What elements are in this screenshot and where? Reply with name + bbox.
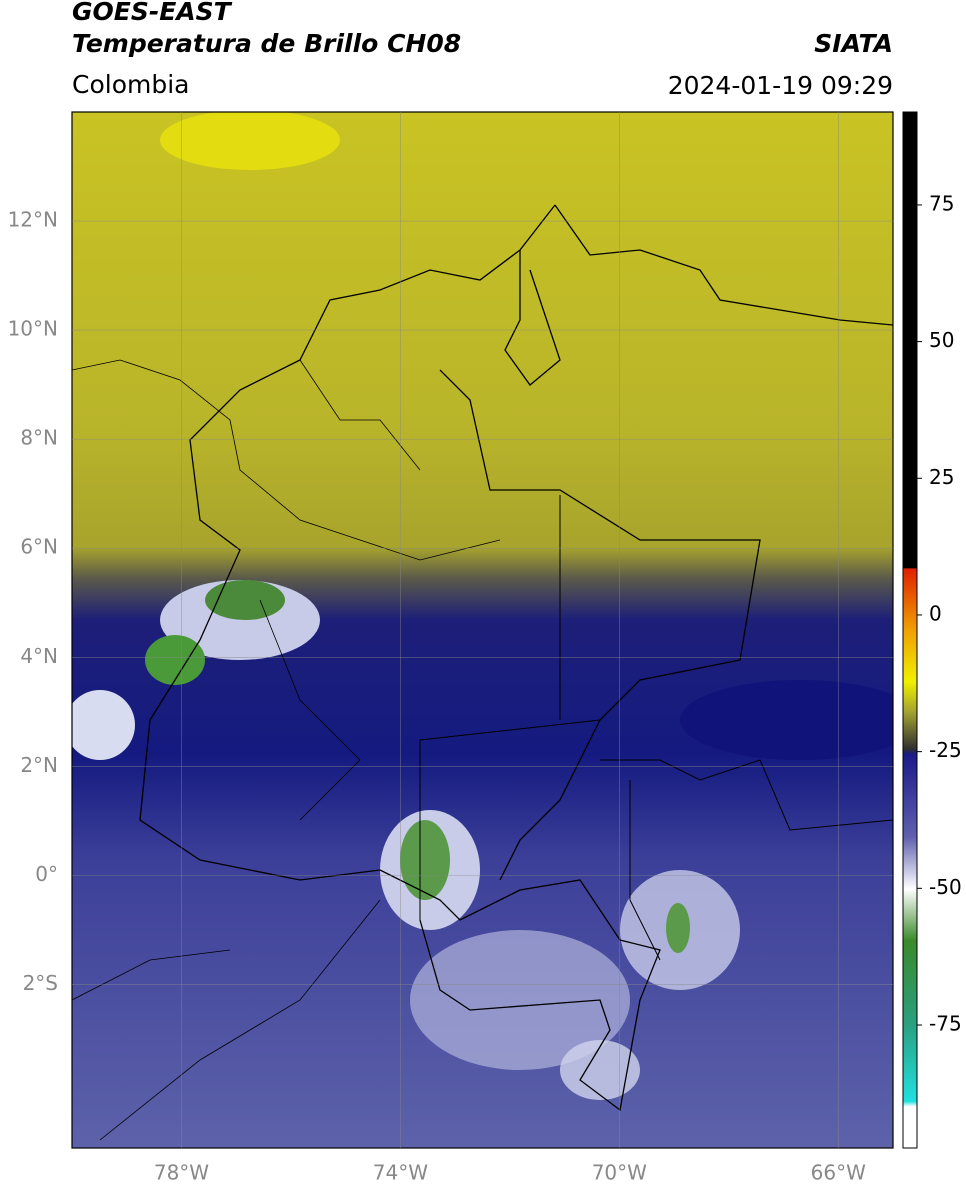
colorbar-tick-label: 75: [929, 191, 954, 215]
cloud-warm: [160, 112, 340, 170]
colorbar-tick-label: -25: [929, 738, 962, 762]
lat-tick-label: 6°N: [20, 535, 58, 559]
product: Temperatura de Brillo CH08: [72, 29, 461, 58]
colorbar-tick-label: -75: [929, 1011, 962, 1035]
lat-tick-label: 8°N: [20, 426, 58, 450]
department-border: [419, 495, 893, 961]
cold-top: [145, 635, 205, 685]
cold-top: [666, 903, 690, 953]
lon-tick-label: 70°W: [592, 1161, 647, 1185]
country-border: [439, 369, 761, 881]
coastline: [554, 204, 893, 326]
lake: [504, 250, 561, 386]
colorbar-tick-label: -50: [929, 875, 962, 899]
cloud-band: [680, 680, 893, 760]
department-border: [72, 359, 501, 1141]
cloud: [72, 690, 135, 760]
colorbar-tick-label: 25: [929, 465, 954, 489]
source: SIATA: [814, 29, 893, 58]
cold-top: [400, 820, 450, 900]
colorbar-tick-label: 0: [929, 601, 942, 625]
lon-tick-label: 78°W: [154, 1161, 209, 1185]
cloud: [410, 930, 630, 1070]
timestamp: 2024-01-19 09:29: [668, 71, 893, 100]
country-border: [139, 204, 661, 1112]
lat-tick-label: 0°: [35, 862, 58, 886]
lat-tick-label: 12°N: [8, 208, 58, 232]
lat-tick-label: 2°N: [20, 753, 58, 777]
satellite-image: [72, 112, 893, 1148]
cold-top: [205, 580, 285, 620]
cloud: [560, 1040, 640, 1100]
map-frame: [71, 111, 894, 1149]
lat-tick-label: 2°S: [23, 971, 58, 995]
lon-tick-label: 66°W: [811, 1161, 866, 1185]
lat-tick-label: 4°N: [20, 644, 58, 668]
satellite: GOES-EAST: [72, 0, 233, 26]
lon-tick-label: 74°W: [373, 1161, 428, 1185]
colorbar: [902, 111, 918, 1149]
lat-tick-label: 10°N: [8, 317, 58, 341]
colorbar-tick-label: 50: [929, 328, 954, 352]
region: Colombia: [72, 70, 189, 99]
